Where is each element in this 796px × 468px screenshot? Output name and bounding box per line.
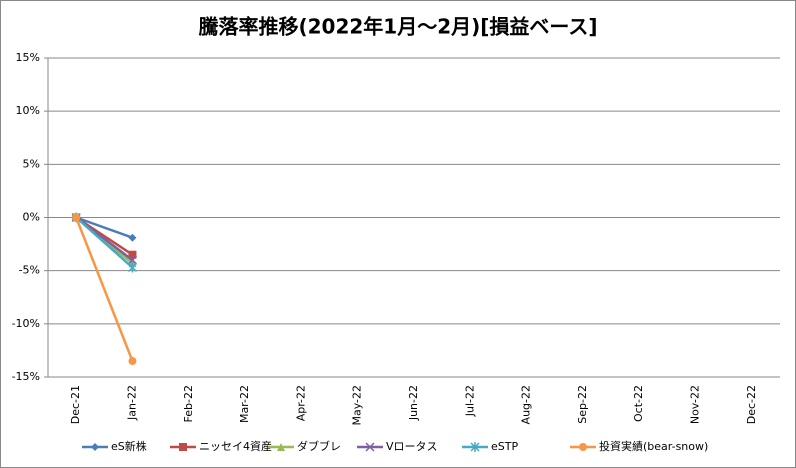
series-line xyxy=(74,217,134,362)
legend-marker xyxy=(91,443,99,451)
y-tick-label: 0% xyxy=(23,211,40,224)
series-line xyxy=(75,216,134,269)
x-tick-label: Mar-22 xyxy=(238,385,251,423)
x-tick-label: Oct-22 xyxy=(632,385,645,422)
x-tick-label: Jan-22 xyxy=(125,385,138,421)
legend-marker xyxy=(365,442,375,452)
x-tick-label: Dec-22 xyxy=(745,385,758,424)
marker xyxy=(72,213,81,222)
legend-label: ダブブレ xyxy=(297,439,341,453)
x-tick-label: Apr-22 xyxy=(294,385,307,421)
marker xyxy=(128,233,137,242)
legend-label: ニッセイ4資産 xyxy=(199,440,272,453)
series-line xyxy=(75,216,133,239)
legend-marker xyxy=(277,443,285,451)
y-tick-label: -5% xyxy=(19,264,40,277)
x-tick-label: Jun-22 xyxy=(407,385,420,421)
marker xyxy=(128,357,137,366)
legend-label: Vロータス xyxy=(386,440,438,453)
legend-marker xyxy=(579,443,587,451)
x-tick-label: Jul-22 xyxy=(463,385,476,417)
legend-label: eSTP xyxy=(491,440,518,453)
legend: eS新株 ニッセイ4資産 ダブブレ Vロータス eSTP 投資実績(bear-snow) xyxy=(82,439,708,453)
x-tick-label: May-22 xyxy=(351,385,364,426)
y-tick-label: 10% xyxy=(16,104,40,117)
marker xyxy=(128,250,137,259)
marker xyxy=(127,262,137,273)
y-tick-label: 5% xyxy=(23,157,40,170)
x-tick-label: Sep-22 xyxy=(576,385,589,424)
y-tick-label: 15% xyxy=(16,51,40,64)
marker xyxy=(127,255,137,265)
legend-marker xyxy=(179,443,187,451)
x-tick-label: Aug-22 xyxy=(520,385,533,424)
y-tick-label: -15% xyxy=(12,370,40,383)
legend-label: 投資実績(bear-snow) xyxy=(599,439,708,453)
x-tick-label: Dec-21 xyxy=(69,385,82,424)
legend-marker xyxy=(470,442,480,452)
legend-label: eS新株 xyxy=(111,439,147,453)
y-tick-label: -10% xyxy=(12,317,40,330)
chart-title: 騰落率推移(2022年1月～2月)[損益ベース] xyxy=(198,15,597,39)
x-tick-label: Nov-22 xyxy=(689,385,702,424)
x-tick-label: Feb-22 xyxy=(182,385,195,422)
